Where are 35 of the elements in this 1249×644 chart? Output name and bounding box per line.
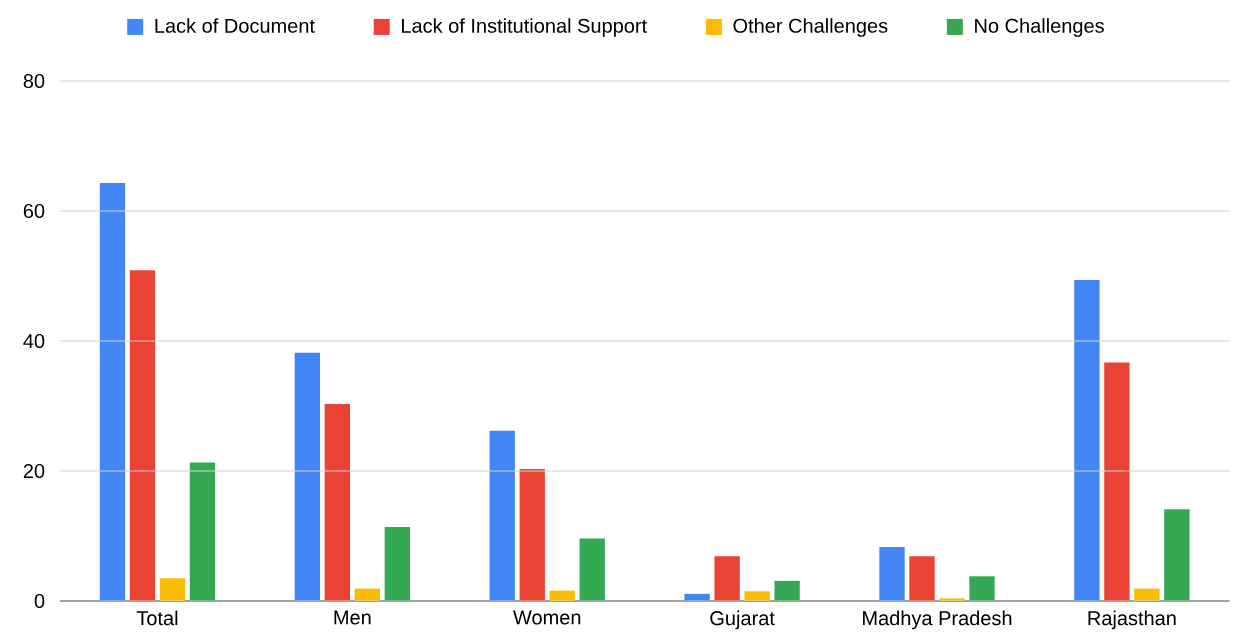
x-tick-label: Madhya Pradesh [863, 610, 1012, 630]
bar [294, 352, 321, 601]
bar [1074, 279, 1100, 601]
bar [489, 430, 515, 601]
legend-label: Lack of Document [155, 18, 315, 33]
legend-label: Other Challenges [733, 18, 888, 37]
bar [384, 526, 410, 601]
y-tick-label: 20 [23, 463, 45, 479]
bar [1104, 362, 1130, 601]
bar [1164, 509, 1190, 601]
bar [1134, 588, 1160, 601]
x-tick-label: Women [513, 610, 581, 625]
bar [579, 538, 605, 601]
x-tick-label: Total [136, 610, 178, 626]
bar [969, 576, 995, 601]
legend-label: Lack of Institutional Support [402, 18, 648, 37]
bar [324, 404, 350, 601]
y-tick-label: 0 [34, 593, 45, 609]
bar [129, 270, 156, 601]
y-tick-label: 60 [23, 203, 45, 219]
bar [159, 578, 186, 601]
bar [879, 547, 905, 601]
bar [744, 591, 770, 601]
y-tick-label: 40 [23, 333, 45, 349]
x-tick-label: Gujarat [710, 610, 775, 630]
bar [909, 556, 935, 601]
x-tick-label: Rajasthan [1088, 610, 1176, 630]
bar [99, 183, 126, 601]
bar [714, 556, 740, 601]
legend-label: No Challenges [975, 18, 1104, 37]
y-tick-label: 80 [23, 73, 45, 89]
x-tick-label: Men [334, 610, 371, 625]
bar [519, 469, 545, 601]
bar [774, 580, 800, 601]
bar [189, 462, 216, 601]
